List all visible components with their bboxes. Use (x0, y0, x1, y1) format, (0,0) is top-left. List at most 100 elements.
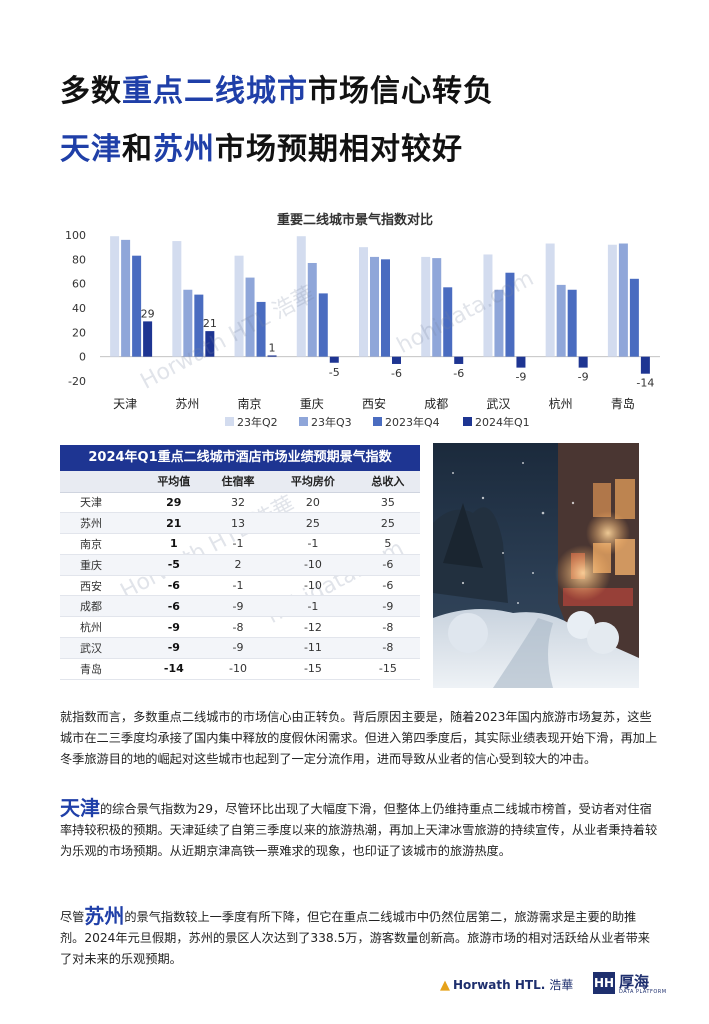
legend-label: 2023年Q4 (385, 415, 440, 429)
bar-2023年Q4 (567, 289, 577, 357)
legend-swatch (373, 417, 382, 426)
y-tick-label: 80 (72, 253, 86, 266)
bar-2024年Q1 (267, 355, 277, 357)
data-label: -9 (578, 371, 589, 384)
data-label: 21 (203, 317, 217, 330)
bar-2023年Q4 (132, 255, 142, 357)
table-city-cell: 苏州 (60, 512, 142, 535)
legend-swatch (463, 417, 472, 426)
table-value-cell: -9 (205, 595, 271, 618)
table-row: 南京 1 -1 -1 5 (60, 533, 420, 555)
bar-2024年Q1 (578, 356, 588, 368)
x-tick-label: 武汉 (486, 397, 510, 411)
bar-23年Q3 (432, 258, 442, 357)
bar-23年Q2 (110, 236, 120, 357)
y-tick-label: 20 (72, 326, 86, 339)
title-text: 多数 (60, 74, 122, 109)
chart-bars: 29 21 1 -5 -6 -6 -9 -9 -14 (110, 236, 654, 390)
x-tick-label: 天津 (113, 397, 137, 411)
table-header-cell: 平均房价 (270, 471, 356, 493)
table-header-row: 平均值 住宿率 平均房价 总收入 (60, 471, 420, 493)
table-value-cell: 1 (141, 533, 206, 555)
table-value-cell: -6 (355, 575, 420, 597)
table-value-cell: -10 (270, 554, 356, 576)
table-value-cell: -1 (205, 533, 271, 555)
table-row: 天津 29 32 20 35 (60, 492, 420, 514)
chart-y-axis: 100 80 60 40 20 0 -20 (65, 229, 660, 388)
chart-legend: 23年Q2 23年Q3 2023年Q4 2024年Q1 (225, 415, 530, 429)
page-title-line1: 多数重点二线城市市场信心转负 (60, 66, 494, 110)
chart-x-axis: 天津 苏州 南京 重庆 西安 成都 武汉 杭州 青岛 (113, 396, 635, 411)
table-header-cell (60, 471, 142, 493)
index-table: 2024年Q1重点二线城市酒店市场业绩预期景气指数 平均值 住宿率 平均房价 总收入 … (60, 445, 420, 680)
houhai-logo-icon: HH (593, 972, 615, 994)
table-title: 2024年Q1重点二线城市酒店市场业绩预期景气指数 (60, 445, 420, 471)
paragraph-text: 的景气指数较上一季度有所下降，但它在重点二线城市中仍然位居第二，旅游需求是主要的… (60, 910, 650, 966)
table-row: 杭州 -9 -8 -12 -8 (60, 616, 420, 639)
bar-2023年Q4 (381, 259, 390, 357)
bar-2023年Q4 (629, 278, 639, 357)
bar-23年Q2 (296, 236, 306, 357)
table-value-cell: -1 (270, 533, 356, 555)
bar-23年Q3 (183, 289, 193, 357)
table-value-cell: -9 (355, 595, 420, 618)
table-row: 西安 -6 -1 -10 -6 (60, 575, 420, 597)
bar-2024年Q1 (516, 356, 526, 368)
table-row: 青岛 -14 -10 -15 -15 (60, 658, 420, 680)
table-value-cell: -8 (355, 637, 420, 659)
y-tick-label: 0 (79, 351, 86, 364)
table-value-cell: -10 (270, 575, 356, 597)
title-highlight: 苏州 (153, 132, 215, 167)
table-row: 成都 -6 -9 -1 -9 (60, 595, 420, 618)
table-value-cell: -6 (141, 595, 206, 618)
table-value-cell: -6 (141, 575, 206, 597)
title-highlight: 天津 (60, 132, 122, 167)
data-label: -14 (636, 377, 654, 390)
table-value-cell: 32 (205, 492, 271, 514)
bar-23年Q3 (370, 256, 379, 357)
table-value-cell: -10 (205, 658, 271, 680)
table-value-cell: -9 (141, 616, 206, 639)
table-value-cell: -5 (141, 554, 206, 576)
houhai-logo-text: 厚海 (619, 973, 650, 991)
table-value-cell: 25 (270, 512, 356, 535)
table-value-cell: 13 (205, 512, 271, 535)
bar-23年Q2 (172, 241, 182, 357)
table-city-cell: 成都 (60, 595, 142, 618)
index-table-grid: 平均值 住宿率 平均房价 总收入 天津 29 32 20 35 苏州 21 13 25 25 南京 1 -1-… (60, 471, 420, 680)
table-value-cell: -9 (205, 637, 271, 659)
bar-2023年Q4 (256, 301, 266, 357)
chart-title: 重要二线城市景气指数对比 (277, 212, 433, 228)
table-value-cell: -11 (270, 637, 356, 659)
table-value-cell: 5 (355, 533, 420, 555)
paragraph-text: 的综合景气指数为29，尽管环比出现了大幅度下滑，但整体上仍维持重点二线城市榜首，… (60, 802, 658, 858)
x-tick-label: 杭州 (549, 396, 573, 411)
bar-23年Q2 (234, 255, 244, 357)
table-city-cell: 杭州 (60, 616, 142, 639)
table-header-cell: 平均值 (141, 471, 206, 493)
title-text: 市场预期相对较好 (215, 132, 463, 167)
paragraph-lead: 苏州 (84, 904, 125, 928)
table-value-cell: -8 (355, 616, 420, 639)
table-row: 重庆 -5 2 -10 -6 (60, 554, 420, 576)
data-label: 29 (141, 307, 155, 320)
table-value-cell: -12 (270, 616, 356, 639)
data-label: -6 (453, 367, 464, 380)
table-header-cell: 总收入 (355, 471, 420, 493)
x-tick-label: 重庆 (300, 397, 324, 411)
bar-2023年Q4 (318, 293, 328, 357)
table-value-cell: -6 (355, 554, 420, 576)
footer-logos: ▲ Horwath HTL. 浩華 HH 厚海 DATA PLATFORM (440, 972, 700, 1002)
table-body: 天津 29 32 20 35 苏州 21 13 25 25 南京 1 -1 -1 5 重庆 -5 2 -10 -6 西安… (60, 492, 420, 680)
legend-label: 23年Q3 (311, 415, 352, 429)
bar-2024年Q1 (454, 356, 464, 364)
table-value-cell: 35 (355, 492, 420, 514)
paragraph-lead: 天津 (60, 796, 100, 820)
table-value-cell: -9 (141, 637, 206, 659)
horwath-logo-text: Horwath HTL. (453, 978, 546, 992)
table-value-cell: 29 (141, 492, 206, 514)
bar-23年Q2 (545, 243, 555, 357)
table-city-cell: 南京 (60, 533, 142, 555)
table-value-cell: 21 (141, 512, 206, 535)
bar-23年Q2 (359, 247, 368, 357)
